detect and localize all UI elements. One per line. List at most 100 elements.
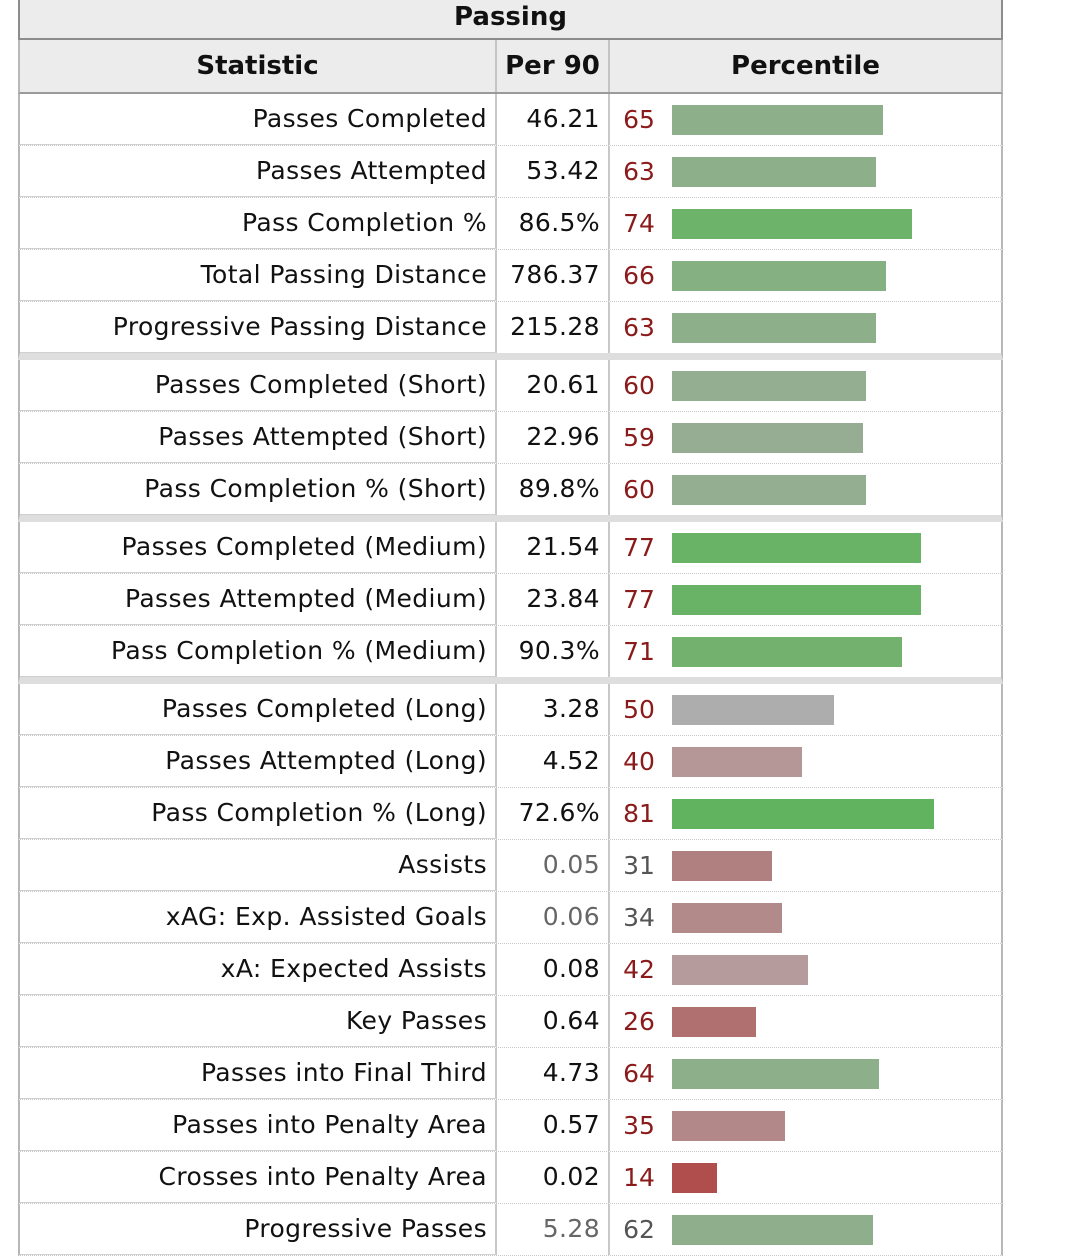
percentile-bar: [672, 1110, 786, 1141]
percentile-cell: 66: [610, 250, 1001, 301]
percentile-bar: [672, 1058, 880, 1089]
stat-name-cell: Total Passing Distance: [20, 250, 497, 301]
stat-name-cell: Assists: [20, 840, 497, 891]
stat-name-cell: Passes Attempted (Long): [20, 736, 497, 787]
table-row: Crosses into Penalty Area 0.02 14: [18, 1152, 1003, 1204]
per90-value-cell: 0.06: [497, 892, 610, 943]
table-row: Key Passes 0.64 26: [18, 996, 1003, 1048]
percentile-bar: [672, 422, 864, 453]
percentile-bar-track: [668, 208, 1001, 239]
stat-name-cell: Passes Completed (Short): [20, 360, 497, 411]
per90-value-cell: 53.42: [497, 146, 610, 197]
stat-name-cell: Pass Completion % (Long): [20, 788, 497, 839]
percentile-bar-track: [668, 1006, 1001, 1037]
table-row: xA: Expected Assists 0.08 42: [18, 944, 1003, 996]
percentile-value: 63: [623, 312, 655, 342]
percentile-cell: 77: [610, 574, 1001, 625]
per90-value-cell: 0.08: [497, 944, 610, 995]
per90-value-cell: 0.64: [497, 996, 610, 1047]
percentile-cell: 26: [610, 996, 1001, 1047]
table-row: Total Passing Distance 786.37 66: [18, 250, 1003, 302]
percentile-value: 63: [623, 156, 655, 186]
percentile-value: 64: [623, 1058, 655, 1088]
header-percentile[interactable]: Percentile: [731, 51, 880, 81]
percentile-value: 42: [623, 954, 655, 984]
stat-name-cell: Passes Attempted: [20, 146, 497, 197]
stat-name-cell: Passes into Penalty Area: [20, 1100, 497, 1151]
stat-name-cell: Crosses into Penalty Area: [20, 1152, 497, 1203]
stat-name-cell: Progressive Passes: [20, 1204, 497, 1255]
table-row: Passes Completed (Medium) 21.54 77: [18, 522, 1003, 574]
per90-value-cell: 46.21: [497, 94, 610, 145]
percentile-bar: [672, 584, 922, 615]
percentile-value: 59: [623, 422, 655, 452]
percentile-bar: [672, 312, 877, 343]
stat-name-cell: Passes Completed (Long): [20, 684, 497, 735]
per90-value-cell: 0.57: [497, 1100, 610, 1151]
table-row: Passes Completed (Short) 20.61 60: [18, 360, 1003, 412]
header-per90[interactable]: Per 90: [497, 40, 610, 92]
percentile-bar-track: [668, 1058, 1001, 1089]
stat-name-cell: Pass Completion %: [20, 198, 497, 249]
percentile-cell: 14: [610, 1152, 1001, 1203]
percentile-bar: [672, 474, 867, 505]
per90-value-cell: 23.84: [497, 574, 610, 625]
per90-value-cell: 0.02: [497, 1152, 610, 1203]
percentile-value: 26: [623, 1006, 655, 1036]
percentile-cell: 59: [610, 412, 1001, 463]
percentile-value: 66: [623, 260, 655, 290]
percentile-bar-track: [668, 746, 1001, 777]
table-row: Pass Completion % (Long) 72.6% 81: [18, 788, 1003, 840]
percentile-bar-track: [668, 902, 1001, 933]
percentile-bar: [672, 156, 877, 187]
percentile-bar: [672, 902, 783, 933]
stat-name-cell: Passes into Final Third: [20, 1048, 497, 1099]
percentile-bar: [672, 1162, 718, 1193]
per90-value-cell: 215.28: [497, 302, 610, 353]
percentile-bar-track: [668, 370, 1001, 401]
passing-stats-table: Passing Statistic Per 90 Percentile Pass…: [18, 0, 1003, 1256]
stat-name-cell: Passes Completed (Medium): [20, 522, 497, 573]
percentile-bar-track: [668, 260, 1001, 291]
per90-value-cell: 90.3%: [497, 626, 610, 677]
percentile-value: 14: [623, 1162, 655, 1192]
percentile-bar-track: [668, 532, 1001, 563]
percentile-cell: 40: [610, 736, 1001, 787]
percentile-value: 81: [623, 798, 655, 828]
percentile-cell: 42: [610, 944, 1001, 995]
per90-value-cell: 89.8%: [497, 464, 610, 515]
percentile-bar-track: [668, 312, 1001, 343]
percentile-cell: 74: [610, 198, 1001, 249]
percentile-bar-track: [668, 954, 1001, 985]
percentile-value: 77: [623, 584, 655, 614]
percentile-value: 62: [623, 1214, 655, 1244]
per90-value-cell: 21.54: [497, 522, 610, 573]
stat-name-cell: xAG: Exp. Assisted Goals: [20, 892, 497, 943]
percentile-cell: 60: [610, 464, 1001, 515]
percentile-bar-track: [668, 694, 1001, 725]
percentile-value: 40: [623, 746, 655, 776]
percentile-bar-track: [668, 850, 1001, 881]
table-row: Passes Attempted (Medium) 23.84 77: [18, 574, 1003, 626]
table-row: Pass Completion % (Short) 89.8% 60: [18, 464, 1003, 522]
percentile-cell: 62: [610, 1204, 1001, 1255]
table-row: Passes Completed 46.21 65: [18, 94, 1003, 146]
table-row: Passes Attempted 53.42 63: [18, 146, 1003, 198]
table-row: Passes into Final Third 4.73 64: [18, 1048, 1003, 1100]
percentile-bar: [672, 260, 886, 291]
percentile-bar: [672, 954, 809, 985]
header-statistic[interactable]: Statistic: [20, 40, 497, 92]
percentile-bar: [672, 1214, 873, 1245]
table-header-row: Statistic Per 90 Percentile: [18, 40, 1003, 94]
stat-name-cell: Key Passes: [20, 996, 497, 1047]
table-row: Passes Attempted (Long) 4.52 40: [18, 736, 1003, 788]
per90-value-cell: 4.52: [497, 736, 610, 787]
percentile-cell: 50: [610, 684, 1001, 735]
percentile-bar: [672, 636, 903, 667]
stat-name-cell: Passes Attempted (Short): [20, 412, 497, 463]
percentile-value: 71: [623, 636, 655, 666]
percentile-bar: [672, 746, 802, 777]
percentile-cell: 60: [610, 360, 1001, 411]
percentile-value: 77: [623, 532, 655, 562]
percentile-cell: 63: [610, 302, 1001, 353]
